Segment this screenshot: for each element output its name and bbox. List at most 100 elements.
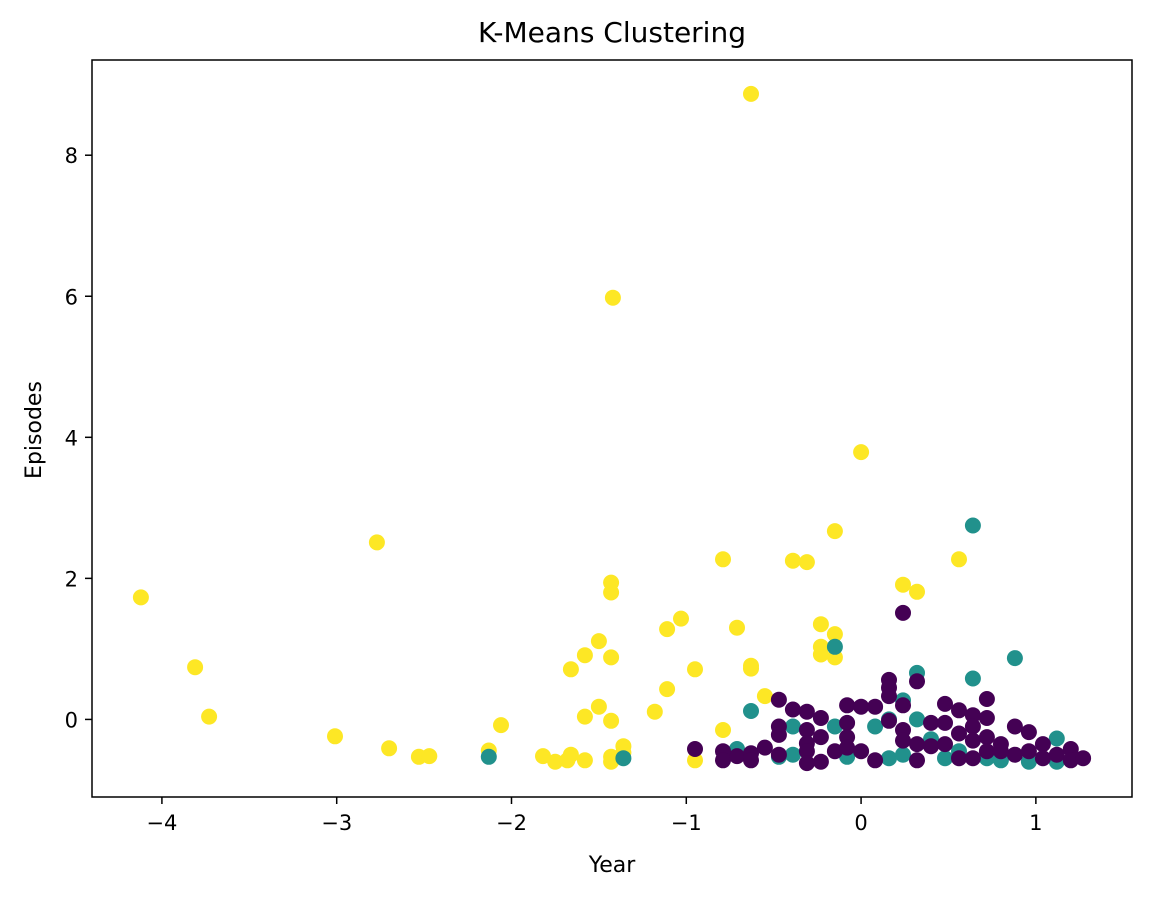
scatter-point [951, 702, 967, 719]
scatter-point [826, 638, 843, 655]
scatter-point [923, 714, 939, 731]
scatter-point [1034, 750, 1051, 767]
scatter-point [964, 750, 981, 767]
scatter-point [201, 708, 218, 725]
scatter-point [784, 701, 801, 718]
scatter-point [881, 688, 897, 705]
y-tick-label: 4 [65, 426, 78, 450]
scatter-point [951, 551, 967, 568]
scatter-point [715, 722, 731, 738]
scatter-point [937, 714, 953, 731]
scatter-point [812, 616, 829, 633]
x-tick-label: 1 [1029, 811, 1042, 835]
scatter-point [590, 698, 607, 715]
scatter-point [867, 698, 884, 715]
scatter-point [784, 746, 801, 763]
scatter-point [576, 647, 593, 664]
scatter-point [853, 698, 870, 715]
scatter-point [576, 752, 593, 769]
scatter-point [964, 670, 981, 687]
scatter-point [937, 750, 953, 767]
scatter-point [368, 534, 385, 551]
chart-title: K-Means Clustering [478, 16, 746, 49]
scatter-point [895, 604, 911, 621]
scatter-point [798, 722, 815, 738]
scatter-point [1048, 730, 1065, 747]
scatter-point [1006, 746, 1023, 763]
scatter-point [964, 707, 981, 724]
scatter-point [826, 523, 843, 540]
scatter-point [937, 736, 953, 753]
scatter-point [895, 576, 911, 593]
scatter-point [770, 726, 787, 743]
scatter-point [646, 703, 663, 720]
scatter-point [909, 752, 925, 769]
y-tick-label: 6 [65, 285, 78, 309]
scatter-point [839, 714, 856, 731]
scatter-point [798, 755, 815, 772]
scatter-point [576, 708, 593, 725]
scatter-point [1020, 724, 1037, 741]
scatter-point [964, 517, 981, 534]
scatter-point [1075, 750, 1092, 767]
scatter-point [798, 703, 815, 720]
scatter-point [729, 619, 745, 636]
scatter-point [909, 711, 925, 728]
scatter-point [784, 718, 801, 735]
scatter-point [756, 739, 773, 756]
scatter-point [964, 718, 981, 735]
scatter-point [853, 743, 870, 760]
scatter-point [743, 85, 759, 102]
scatter-point [895, 697, 911, 714]
scatter-point [480, 748, 497, 765]
scatter-point [951, 750, 967, 767]
scatter-point [1048, 746, 1065, 763]
x-tick-label: 0 [854, 811, 867, 835]
scatter-point [826, 743, 843, 760]
scatter-point [1006, 718, 1023, 735]
scatter-point [812, 729, 829, 746]
scatter-point [909, 736, 925, 753]
scatter-point [615, 750, 632, 767]
scatter-point [770, 691, 787, 708]
scatter-point [964, 732, 981, 749]
scatter-point [132, 589, 149, 606]
scatter-point [978, 710, 995, 726]
scatter-point [562, 661, 579, 678]
scatter-point [992, 743, 1009, 760]
scatter-point [729, 748, 745, 765]
scatter-point [604, 289, 621, 306]
scatter-point [659, 681, 676, 698]
scatter-point [909, 673, 925, 690]
scatter-point [895, 746, 911, 763]
scatter-point [535, 748, 551, 765]
scatter-point [867, 752, 884, 769]
scatter-point [867, 718, 884, 735]
x-tick-label: −1 [671, 811, 702, 835]
scatter-point [937, 695, 953, 712]
scatter-point [923, 738, 939, 755]
scatter-point [1034, 736, 1051, 753]
scatter-point [603, 584, 620, 601]
scatter-point [784, 552, 801, 569]
y-tick-label: 2 [65, 567, 78, 591]
scatter-point [673, 610, 689, 627]
scatter-point [798, 554, 815, 571]
scatter-point [562, 746, 579, 763]
scatter-point [327, 728, 343, 745]
scatter-point [743, 752, 759, 769]
scatter-point [826, 718, 843, 735]
scatter-point [493, 717, 509, 734]
scatter-point [1006, 650, 1023, 667]
x-axis-label: Year [588, 853, 637, 878]
scatter-point [687, 661, 703, 678]
scatter-point [603, 649, 620, 666]
scatter-point [603, 712, 620, 729]
y-axis-ticks: 0 2 4 6 8 [65, 144, 92, 732]
y-axis-label: Episodes [22, 381, 47, 479]
points-layer [132, 85, 1092, 772]
y-tick-label: 0 [65, 708, 78, 732]
scatter-point [547, 753, 564, 770]
scatter-point [421, 748, 438, 765]
